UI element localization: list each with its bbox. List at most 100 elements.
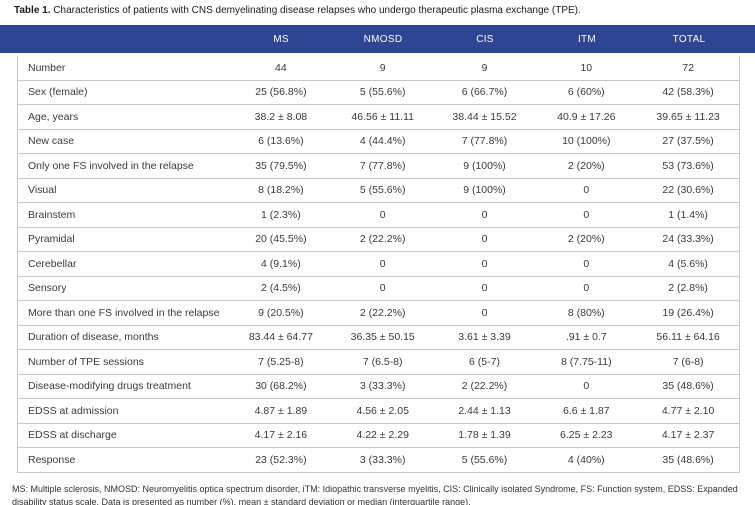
cell-value: 72 xyxy=(682,61,694,74)
cell-value: 9 (20.5%) xyxy=(258,306,304,319)
table-row: More than one FS involved in the relapse… xyxy=(18,301,739,326)
cell-value: 6.6 ± 1.87 xyxy=(562,404,610,417)
cell-value: 5 (55.6%) xyxy=(461,453,508,466)
cell-value: 6 (60%) xyxy=(567,86,605,99)
cell-value: 44 xyxy=(275,61,287,74)
row-label: Number of TPE sessions xyxy=(28,355,144,368)
cell-value: 7 (6-8) xyxy=(672,355,704,368)
cell-value: 4.17 ± 2.37 xyxy=(661,429,715,442)
cell-value: 7 (77.8%) xyxy=(359,159,406,172)
cell-value: 5 (55.6%) xyxy=(359,86,406,99)
cell-value: 35 (48.6%) xyxy=(662,453,714,466)
table-row: Disease-modifying drugs treatment 30 (68.… xyxy=(18,375,739,399)
row-label: Sex (female) xyxy=(28,86,88,99)
table-header-bar: MS NMOSD CIS ITM TOTAL xyxy=(0,25,755,53)
cell-value: 5 (55.6%) xyxy=(359,184,406,197)
row-label: Number xyxy=(28,61,66,74)
cell-value: 53 (73.6%) xyxy=(662,159,714,172)
table-row: Cerebellar 4 (9.1%) 0 0 0 4 (5.6%) xyxy=(18,252,739,277)
cell-value: 2 (22.2%) xyxy=(359,306,406,319)
cell-value: 46.56 ± 11.11 xyxy=(351,110,414,123)
table-row: Number of TPE sessions 7 (5.25-8) 7 (6.5-8… xyxy=(18,350,739,375)
table-row: Only one FS involved in the relapse 35 (7… xyxy=(18,154,739,179)
table-header-row: MS NMOSD CIS ITM TOTAL xyxy=(17,25,740,53)
row-label: Brainstem xyxy=(28,208,76,221)
table-row: Visual 8 (18.2%) 5 (55.6%) 9 (100%) 0 22 (30.… xyxy=(18,179,739,203)
cell-value: 4.17 ± 2.16 xyxy=(254,429,308,442)
cell-value: 0 xyxy=(583,380,590,393)
cell-value: 9 (100%) xyxy=(463,159,506,172)
cell-value: 4 (5.6%) xyxy=(668,257,708,270)
cell-value: 1 (1.4%) xyxy=(668,208,708,221)
cell-value: 6 (5-7) xyxy=(469,355,500,368)
cell-value: 10 xyxy=(580,61,593,74)
cell-value: 36.35 ± 50.15 xyxy=(350,331,415,344)
row-label: New case xyxy=(28,135,75,148)
column-header-ms: MS xyxy=(273,33,289,45)
cell-value: 0 xyxy=(379,282,386,295)
cell-value: 3.61 ± 3.39 xyxy=(458,331,511,344)
cell-value: 8 (18.2%) xyxy=(258,184,304,197)
row-label: Duration of disease, months xyxy=(28,331,159,344)
cell-value: 4.56 ± 2.05 xyxy=(356,404,409,417)
cell-value: 27 (37.5%) xyxy=(662,135,714,148)
cell-value: 2 (4.5%) xyxy=(261,282,301,295)
cell-value: 4 (44.4%) xyxy=(359,135,406,148)
cell-value: 30 (68.2%) xyxy=(255,380,307,393)
cell-value: 0 xyxy=(481,306,488,319)
table-row: Pyramidal 20 (45.5%) 2 (22.2%) 0 2 (20%) 24 (… xyxy=(18,228,739,252)
cell-value: 4 (40%) xyxy=(567,453,605,466)
row-label: Only one FS involved in the relapse xyxy=(28,159,194,172)
cell-value: 7 (6.5-8) xyxy=(362,355,403,368)
cell-value: 38.2 ± 8.08 xyxy=(254,110,308,123)
cell-value: 3 (33.3%) xyxy=(359,453,406,466)
column-header-itm: ITM xyxy=(577,33,597,45)
cell-value: 6 (66.7%) xyxy=(461,86,508,99)
cell-value: 8 (7.75-11) xyxy=(560,355,612,368)
row-label: EDSS at discharge xyxy=(28,429,117,442)
cell-value: 0 xyxy=(481,257,488,270)
cell-value: 4.77 ± 2.10 xyxy=(661,404,715,417)
cell-value: 2 (22.2%) xyxy=(461,380,508,393)
cell-value: 1 (2.3%) xyxy=(261,208,301,221)
row-label: Disease-modifying drugs treatment xyxy=(28,380,191,393)
cell-value: 8 (80%) xyxy=(567,306,605,319)
cell-value: 0 xyxy=(583,282,590,295)
cell-value: 10 (100%) xyxy=(562,135,611,148)
table-row: Brainstem 1 (2.3%) 0 0 0 1 (1.4%) xyxy=(18,203,739,228)
cell-value: 2.44 ± 1.13 xyxy=(458,404,511,417)
cell-value: 42 (58.3%) xyxy=(662,86,714,99)
table-body: Number 44 9 9 10 72 Sex (female) 25 (56.8%) 5 (5… xyxy=(17,56,740,473)
row-label: Visual xyxy=(28,184,57,197)
row-label: Response xyxy=(28,453,76,466)
table-row: Duration of disease, months 83.44 ± 64.77… xyxy=(18,326,739,350)
cell-value: 20 (45.5%) xyxy=(255,233,307,246)
cell-value: 0 xyxy=(379,257,386,270)
cell-value: 25 (56.8%) xyxy=(255,86,307,99)
table-footnote: MS: Multiple sclerosis, NMOSD: Neuromyel… xyxy=(12,483,738,505)
cell-value: 22 (30.6%) xyxy=(662,184,714,197)
column-header-nmosd: NMOSD xyxy=(363,33,403,45)
row-label: Age, years xyxy=(28,110,79,123)
table-caption: Table 1. Characteristics of patients wit… xyxy=(0,0,755,25)
table-row: Response 23 (52.3%) 3 (33.3%) 5 (55.6%) 4 (4… xyxy=(18,448,739,473)
cell-value: 9 xyxy=(379,61,386,74)
table-row: New case 6 (13.6%) 4 (44.4%) 7 (77.8%) 10 (1… xyxy=(18,130,739,154)
cell-value: 6.25 ± 2.23 xyxy=(560,429,613,442)
table-row: Number 44 9 9 10 72 xyxy=(18,56,739,81)
cell-value: 39.65 ± 11.23 xyxy=(656,110,720,123)
row-label: EDSS at admission xyxy=(28,404,119,417)
cell-value: 4.87 ± 1.89 xyxy=(254,404,308,417)
cell-value: 2 (22.2%) xyxy=(359,233,406,246)
row-label: Sensory xyxy=(28,282,67,295)
cell-value: 6 (13.6%) xyxy=(258,135,304,148)
cell-value: 9 xyxy=(481,61,488,74)
cell-value: 2 (20%) xyxy=(567,233,605,246)
cell-value: 0 xyxy=(481,208,488,221)
cell-value: 7 (5.25-8) xyxy=(258,355,304,368)
cell-value: 24 (33.3%) xyxy=(662,233,714,246)
table-caption-label: Table 1. xyxy=(14,5,51,16)
cell-value: 35 (48.6%) xyxy=(662,380,714,393)
cell-value: 3 (33.3%) xyxy=(359,380,406,393)
